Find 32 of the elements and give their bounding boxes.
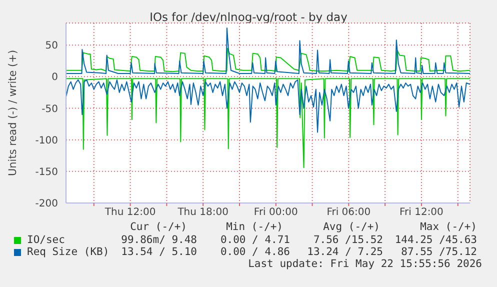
text: 99.86m/ 9.48: [121, 234, 197, 246]
text: 144.25 /45.63: [394, 234, 477, 246]
y-tick-label: 0: [52, 72, 58, 84]
y-tick-label: -200: [35, 198, 58, 210]
y-tick-label: -50: [42, 104, 58, 115]
legend-label: IO/sec: [27, 234, 65, 246]
text: 87.55 /75.12: [401, 246, 477, 258]
x-tick-label: Thu 18:00: [176, 207, 228, 218]
x-tick-label: Fri 00:00: [254, 207, 298, 218]
text: 7.56 /15.52: [313, 234, 383, 246]
text: Avg (-/+): [323, 221, 380, 233]
line-series: [66, 78, 470, 168]
text: Last update: Fri May 22 15:55:56 2026: [248, 258, 482, 270]
text: 13.54 / 5.10: [121, 246, 197, 258]
y-tick-label: -100: [35, 135, 58, 146]
chart-title: IOs for /dev/nlnog-vg/root - by day: [148, 10, 348, 24]
line-series: [66, 28, 470, 74]
text: 0.00 / 4.71: [220, 234, 290, 246]
x-tick-label: Thu 12:00: [104, 207, 156, 218]
text: 0.00 / 4.86: [220, 246, 290, 258]
text: Cur (-/+): [130, 221, 187, 233]
x-tick-label: Fri 06:00: [326, 207, 371, 218]
text: Max (-/+): [420, 221, 477, 233]
legend-label: Req Size (KB): [27, 246, 110, 258]
text: 13.24 / 7.25: [307, 246, 383, 258]
line-series: [66, 79, 470, 133]
y-tick-label: -150: [35, 166, 58, 178]
y-tick-label: 50: [45, 40, 58, 52]
x-tick-label: Fri 12:00: [400, 207, 444, 218]
line-series: [66, 48, 470, 72]
y-axis-title: Units read (-) / write (+): [7, 50, 19, 176]
text: Min (-/+): [226, 221, 283, 233]
